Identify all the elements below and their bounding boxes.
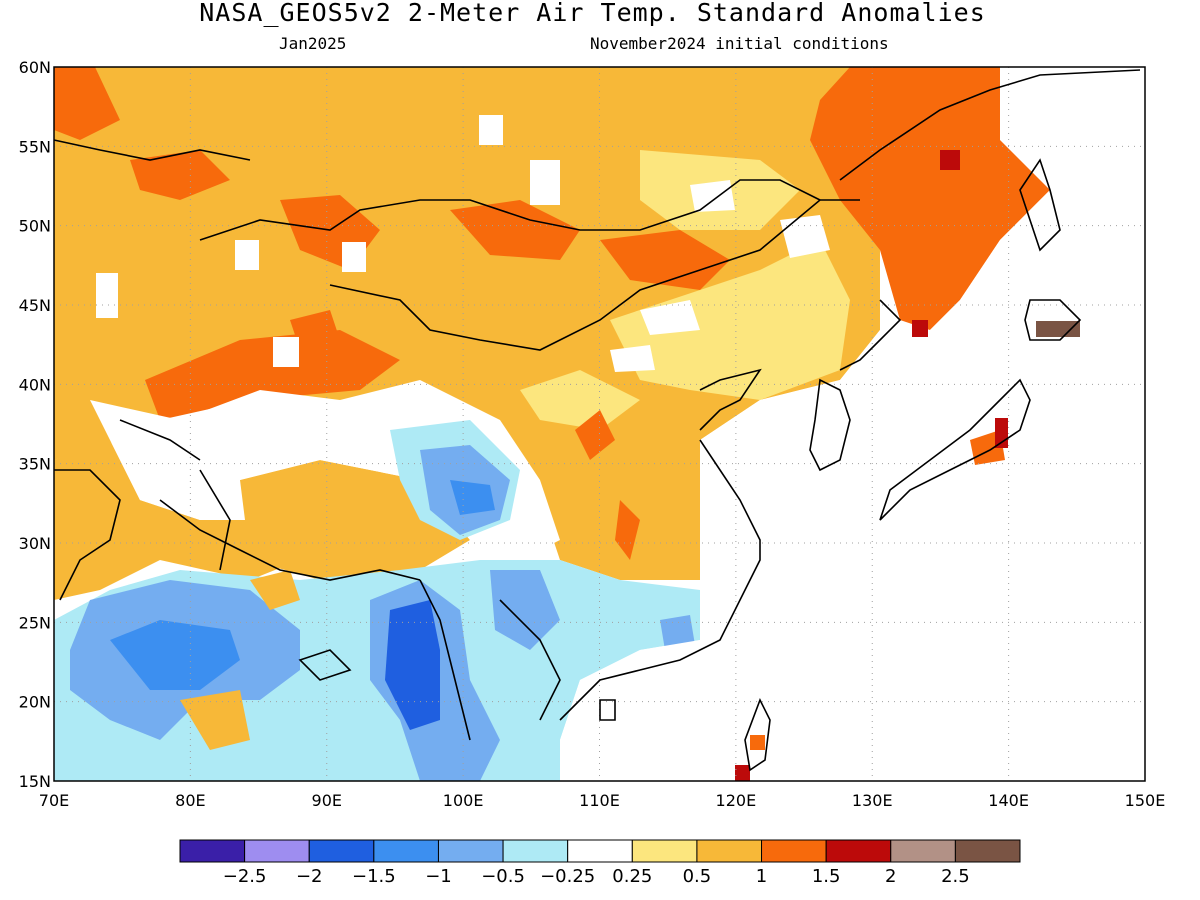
colorbar-swatch <box>890 839 956 863</box>
colorbar-swatch <box>373 839 439 863</box>
colorbar-label: 0.5 <box>683 866 712 887</box>
kazakh-warm-patch <box>130 150 230 200</box>
myanmar-warm <box>250 570 300 610</box>
missing-data <box>235 240 259 270</box>
lon-tick-label: 110E <box>579 791 620 810</box>
lon-tick-labels: 70E 80E 90E 100E 110E 120E 130E 140E 150E <box>39 791 1166 810</box>
japan-hot <box>995 418 1008 448</box>
neutral-pocket-4 <box>690 180 735 212</box>
lon-tick-label: 90E <box>312 791 342 810</box>
lon-tick-label: 140E <box>988 791 1029 810</box>
south-china-cool-2 <box>660 615 695 650</box>
colorbar-swatch <box>631 839 698 863</box>
india-cool-core <box>110 620 240 690</box>
colorbar-swatch <box>502 839 569 863</box>
lon-tick-label: 130E <box>852 791 893 810</box>
missing-data <box>530 160 560 205</box>
russia-hot-1 <box>940 150 960 170</box>
missing-data <box>342 242 366 272</box>
colorbar-swatch <box>761 839 827 863</box>
lon-tick-label: 80E <box>175 791 205 810</box>
lat-tick-label: 60N <box>19 58 51 77</box>
colorbar-label: −0.25 <box>540 866 595 887</box>
lat-tick-label: 45N <box>19 296 51 315</box>
colorbar-label: 1.5 <box>812 866 841 887</box>
colorbar-label: 2.5 <box>941 866 970 887</box>
sakhalin-hot <box>912 320 928 337</box>
lon-tick-label: 150E <box>1125 791 1166 810</box>
loess-light <box>520 370 640 430</box>
hokkaido-strong-warm <box>1036 321 1080 337</box>
lat-tick-label: 35N <box>19 455 51 474</box>
mongolia-east-warm <box>600 230 730 290</box>
colorbar-label: −1.5 <box>352 866 396 887</box>
pacific-neutral <box>560 190 1145 781</box>
north-china-light <box>610 240 850 400</box>
lat-tick-label: 50N <box>19 217 51 236</box>
lat-tick-label: 55N <box>19 137 51 156</box>
luzon-hot <box>735 765 750 781</box>
lon-tick-label: 70E <box>39 791 69 810</box>
baikal-south-warm <box>450 200 580 260</box>
colorbar-label: 0.25 <box>612 866 652 887</box>
lon-tick-label: 120E <box>716 791 757 810</box>
pamir-warm <box>290 310 340 350</box>
country-borders <box>53 139 860 741</box>
colorbar-swatch <box>567 839 633 863</box>
colorbar-label: 1 <box>756 866 767 887</box>
colorbar-swatch <box>696 839 763 863</box>
india-north-warm <box>54 440 300 600</box>
west-warm-patch <box>54 67 120 140</box>
yunnan-warm <box>615 500 640 560</box>
colorbar-swatch <box>954 839 1021 863</box>
colorbar-label: −2 <box>296 866 323 887</box>
init-conditions-label: November2024 initial conditions <box>590 34 889 53</box>
lat-tick-labels: 15N 20N 25N 30N 35N 40N 45N 50N 55N 60N <box>19 58 51 791</box>
india-south-warm <box>180 690 250 750</box>
coastlines <box>298 69 1141 772</box>
tarim-warm <box>145 330 400 420</box>
plot-frame <box>53 66 1146 782</box>
lat-tick-label: 30N <box>19 534 51 553</box>
neutral-pocket-2 <box>640 300 700 335</box>
valid-month-label: Jan2025 <box>279 34 347 53</box>
colorbar-swatch <box>308 839 375 863</box>
colorbar-swatch <box>244 839 310 863</box>
colorbar-swatch <box>179 839 246 863</box>
missing-data <box>273 337 299 367</box>
colorbar-label: 2 <box>885 866 896 887</box>
tibet-cool-core <box>450 480 495 515</box>
colorbar-label: −1 <box>425 866 452 887</box>
lon-tick-label: 100E <box>443 791 484 810</box>
neutral-pocket-3 <box>610 345 655 372</box>
far-east-russia-warm <box>810 67 1050 330</box>
anomaly-field <box>54 67 1145 781</box>
colorbar-swatch <box>437 839 504 863</box>
lat-tick-label: 25N <box>19 613 51 632</box>
colorbar: −2.5 −2 −1.5 −1 −0.5 −0.25 0.25 0.5 1 1.5 2 2.5 <box>179 839 1021 887</box>
lat-tick-label: 20N <box>19 693 51 712</box>
taiwan-warm <box>750 735 765 750</box>
chart-title: NASA_GEOS5v2 2-Meter Air Temp. Standard … <box>199 0 986 27</box>
colorbar-label: −2.5 <box>223 866 267 887</box>
colorbar-label: −0.5 <box>481 866 525 887</box>
lat-tick-label: 15N <box>19 772 51 791</box>
lat-tick-label: 40N <box>19 375 51 394</box>
gridlines <box>54 67 1145 781</box>
colorbar-swatch <box>825 839 892 863</box>
missing-data <box>96 273 118 318</box>
sichuan-warm <box>575 410 615 460</box>
indochina-cool-core <box>385 600 440 730</box>
south-china-cool <box>490 570 560 650</box>
missing-data <box>479 115 503 145</box>
